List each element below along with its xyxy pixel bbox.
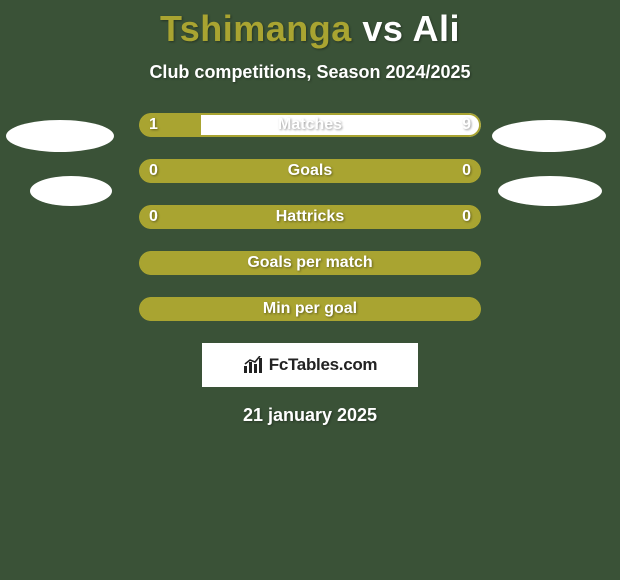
stat-bar: 00Goals xyxy=(139,159,481,183)
comparison-arena: 19Matches 00Goals 00Hattricks Goals per mat… xyxy=(0,113,620,426)
stat-bars: 19Matches 00Goals 00Hattricks Goals per mat… xyxy=(139,113,481,321)
logo-text: FcTables.com xyxy=(269,355,378,375)
player1-photo-1 xyxy=(6,120,114,152)
stat-bar: 19Matches xyxy=(139,113,481,137)
player2-name: Ali xyxy=(413,8,461,49)
player2-photo-1 xyxy=(492,120,606,152)
comparison-title: Tshimanga vs Ali xyxy=(0,0,620,50)
fctables-logo[interactable]: FcTables.com xyxy=(202,343,418,387)
snapshot-date: 21 january 2025 xyxy=(0,405,620,426)
stat-bar: Goals per match xyxy=(139,251,481,275)
player1-name: Tshimanga xyxy=(160,8,352,49)
player1-photo-2 xyxy=(30,176,112,206)
subtitle: Club competitions, Season 2024/2025 xyxy=(0,62,620,83)
player2-photo-2 xyxy=(498,176,602,206)
bar-label: Hattricks xyxy=(139,205,481,229)
vs-word: vs xyxy=(362,8,403,49)
bar-label: Goals per match xyxy=(139,251,481,275)
bar-label: Min per goal xyxy=(139,297,481,321)
stat-bar: 00Hattricks xyxy=(139,205,481,229)
stat-bar: Min per goal xyxy=(139,297,481,321)
bar-label: Goals xyxy=(139,159,481,183)
bar-chart-icon xyxy=(243,356,265,374)
bar-label: Matches xyxy=(139,113,481,137)
